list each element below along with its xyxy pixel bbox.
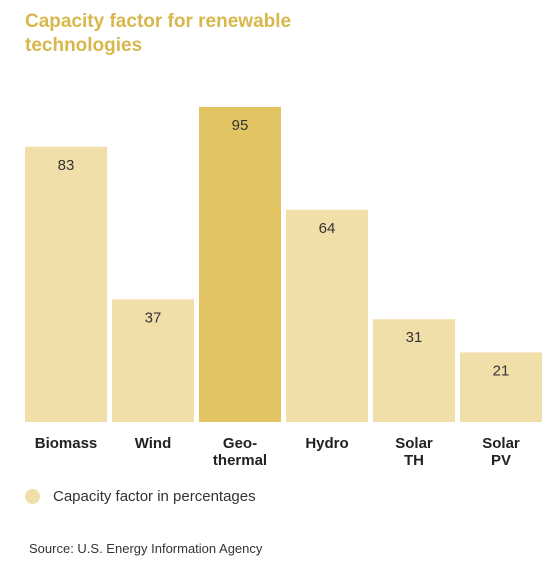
category-label: Geo-thermal — [213, 435, 267, 469]
category-label: Solar TH — [395, 435, 433, 469]
bar-wind — [112, 299, 194, 422]
bar-biomass — [25, 146, 107, 422]
category-label: Solar PV — [482, 435, 520, 469]
bar-solar-pv — [460, 352, 542, 422]
bar-value-label: 21 — [493, 362, 510, 379]
bar-value-label: 31 — [406, 329, 423, 346]
category-label: Wind — [135, 435, 172, 452]
category-label: Biomass — [35, 435, 98, 452]
bar-value-label: 83 — [58, 157, 75, 174]
category-label: Hydro — [305, 435, 348, 452]
bar-value-label: 95 — [232, 117, 249, 134]
bar-value-label: 37 — [145, 309, 162, 326]
bar-solar-th — [373, 319, 455, 422]
bar-hydro — [286, 209, 368, 422]
legend: Capacity factor in percentages — [25, 488, 256, 505]
source-note: Source: U.S. Energy Information Agency — [29, 541, 263, 556]
bar-value-label: 64 — [319, 220, 336, 237]
chart-title: Capacity factor for renewable technologi… — [25, 11, 292, 56]
bar-chart: 83 Biomass 37 Wind 95 Geo-thermal 64 Hydro 31 Sol… — [25, 107, 542, 469]
legend-label: Capacity factor in percentages — [53, 488, 256, 505]
bar-geo-thermal — [199, 107, 281, 422]
legend-dot-icon — [25, 489, 40, 504]
